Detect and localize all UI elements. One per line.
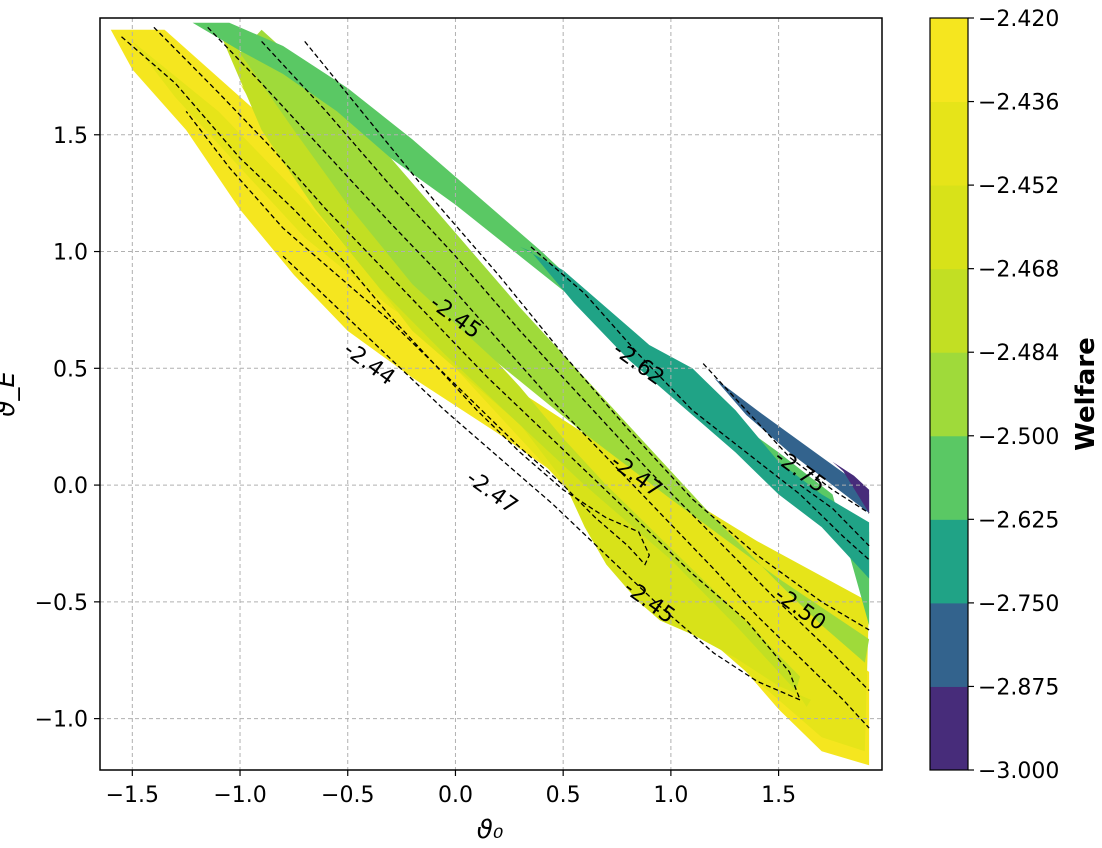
- colorbar-tick-label-4: −2.500: [978, 425, 1059, 450]
- contour-line-0: [121, 36, 651, 566]
- contour-line-5: [530, 246, 870, 561]
- x-tick-label-4: 0.5: [546, 783, 581, 808]
- x-axis-label: ϑ₀: [477, 815, 504, 845]
- colorbar-tick-label-6: −2.468: [978, 258, 1059, 283]
- colorbar-tick-label-3: −2.625: [978, 508, 1059, 533]
- y-tick-label-1: −0.5: [35, 591, 88, 616]
- x-tick-label-6: 1.5: [761, 783, 796, 808]
- contour-region-8: [832, 461, 870, 514]
- x-tick-label-0: −1.5: [106, 783, 159, 808]
- contour-region-7: [714, 377, 870, 514]
- y-axis-label: ϑ_E: [0, 371, 21, 417]
- contour-region-4: [240, 29, 870, 663]
- contour-line-2: [207, 26, 870, 729]
- colorbar-segment-5: [930, 268, 968, 353]
- y-axis-ticks: −1.0 −0.5 0.0 0.5 1.0 1.5: [35, 124, 100, 733]
- x-axis-ticks: −1.5 −1.0 −0.5 0.0 0.5 1.0 1.5: [106, 770, 796, 808]
- colorbar-tick-label-1: −2.875: [978, 675, 1059, 700]
- colorbar-segment-4: [930, 352, 968, 437]
- contour-line-1: [153, 26, 802, 702]
- contour-regions: [110, 22, 870, 766]
- colorbar-tick-label-9: −2.420: [978, 7, 1059, 32]
- y-tick-label-4: 1.0: [53, 241, 88, 266]
- colorbar-segment-2: [930, 519, 968, 604]
- colorbar-tick-label-0: −3.000: [978, 759, 1059, 784]
- y-tick-label-3: 0.5: [53, 357, 88, 382]
- colorbar-tick-label-2: −2.750: [978, 592, 1059, 617]
- colorbar-label: Welfare: [1071, 337, 1101, 451]
- contour-line-6: [702, 363, 870, 514]
- x-tick-label-3: 0.0: [438, 783, 473, 808]
- contour-label-3: -2.47: [461, 466, 522, 520]
- colorbar-segment-7: [930, 101, 968, 186]
- colorbar-segment-1: [930, 602, 968, 687]
- colorbar-frame: [929, 17, 969, 771]
- y-tick-label-0: −1.0: [35, 708, 88, 733]
- colorbar-segment-3: [930, 435, 968, 520]
- contour-line-4: [304, 40, 870, 631]
- grid-lines: [100, 18, 882, 770]
- plot-frame: [99, 17, 883, 771]
- colorbar-segment-6: [930, 185, 968, 270]
- contour-line-7: [799, 484, 870, 547]
- contour-lines: [121, 26, 870, 729]
- colorbar: −3.000 −2.875 −2.750 −2.625 −2.500 −2.484 −2.4…: [929, 7, 1059, 784]
- colorbar-segment-8: [930, 18, 968, 103]
- x-tick-label-1: −1.0: [213, 783, 266, 808]
- colorbar-segment-0: [930, 686, 968, 771]
- y-tick-label-2: 0.0: [53, 474, 88, 499]
- y-tick-label-5: 1.5: [53, 124, 88, 149]
- x-tick-label-2: −0.5: [321, 783, 374, 808]
- colorbar-tick-label-8: −2.436: [978, 91, 1059, 116]
- contour-line-3: [261, 40, 870, 692]
- colorbar-tick-label-5: −2.484: [978, 341, 1059, 366]
- colorbar-tick-label-7: −2.452: [978, 174, 1059, 199]
- x-tick-label-5: 1.0: [653, 783, 688, 808]
